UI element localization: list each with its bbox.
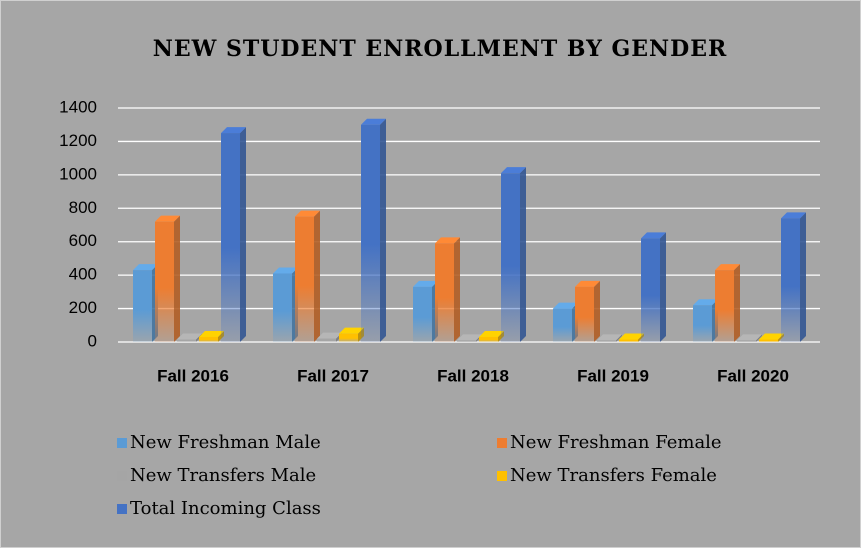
bar-top — [693, 299, 718, 306]
bar — [155, 221, 174, 342]
bar — [715, 270, 734, 342]
bar-side — [380, 118, 386, 342]
y-tick-label: 1400 — [59, 97, 97, 116]
x-tick-label: Fall 2016 — [157, 366, 229, 385]
bar — [553, 308, 572, 342]
bar — [317, 338, 336, 342]
bar-top — [413, 280, 438, 287]
bar-side — [616, 334, 622, 342]
bar-side — [520, 167, 526, 342]
bar-top — [759, 333, 784, 340]
bar-side — [800, 212, 806, 342]
bar-top — [619, 333, 644, 340]
bar-top — [221, 127, 246, 134]
bar-side — [174, 215, 180, 342]
bar-top — [457, 334, 482, 341]
bar-top — [597, 334, 622, 341]
x-tick-label: Fall 2020 — [717, 366, 789, 385]
legend-label: Total Incoming Class — [130, 498, 321, 519]
bar-side — [594, 280, 600, 342]
bar — [435, 243, 454, 342]
bar-side — [734, 264, 740, 342]
bar — [759, 339, 778, 342]
bar-top — [177, 333, 202, 340]
bar — [575, 286, 594, 342]
bar — [501, 173, 520, 342]
legend-swatch — [117, 504, 127, 514]
y-tick-label: 800 — [69, 198, 97, 217]
bar-top — [435, 237, 460, 244]
bar — [273, 273, 292, 342]
bar — [619, 339, 638, 342]
bar — [339, 333, 358, 342]
y-tick-label: 1200 — [59, 131, 97, 150]
bar — [199, 336, 218, 342]
bar-top — [317, 332, 342, 339]
bar-top — [501, 167, 526, 174]
bar — [221, 133, 240, 342]
bar — [361, 124, 380, 342]
bar-top — [199, 330, 224, 337]
x-tick-label: Fall 2019 — [577, 366, 649, 385]
bar-top — [737, 334, 762, 341]
bar-top — [273, 267, 298, 274]
legend-label: New Transfers Female — [510, 465, 717, 486]
bar — [641, 238, 660, 342]
legend-swatch — [117, 471, 127, 481]
legend-swatch — [497, 438, 507, 448]
bar-top — [553, 302, 578, 309]
bar-side — [756, 334, 762, 342]
bar-side — [454, 237, 460, 342]
y-tick-label: 1000 — [59, 164, 97, 183]
bar-top — [479, 330, 504, 337]
bar — [177, 339, 196, 342]
bar — [737, 340, 756, 342]
chart-title: NEW STUDENT ENROLLMENT BY GENDER — [153, 36, 728, 62]
bar-side — [314, 210, 320, 342]
bar-side — [240, 127, 246, 342]
bar — [597, 340, 616, 342]
bar-side — [660, 232, 666, 342]
bar — [479, 336, 498, 342]
x-tick-label: Fall 2018 — [437, 366, 509, 385]
bar — [133, 270, 152, 342]
y-tick-label: 200 — [69, 298, 97, 317]
bar-top — [295, 210, 320, 217]
legend-label: New Freshman Female — [510, 432, 722, 453]
bar-top — [641, 232, 666, 239]
bar — [781, 218, 800, 342]
y-tick-label: 400 — [69, 265, 97, 284]
bar-top — [715, 264, 740, 271]
legend-label: New Transfers Male — [130, 465, 316, 486]
bar-top — [361, 118, 386, 125]
legend-label: New Freshman Male — [130, 432, 321, 453]
legend-swatch — [497, 471, 507, 481]
bar-top — [133, 264, 158, 271]
y-tick-label: 0 — [88, 331, 97, 350]
legend-swatch — [117, 438, 127, 448]
bar — [295, 216, 314, 342]
bar — [693, 305, 712, 342]
bar-top — [155, 215, 180, 222]
y-tick-label: 600 — [69, 231, 97, 250]
bar-top — [339, 327, 364, 334]
bar — [413, 286, 432, 342]
bar-top — [781, 212, 806, 219]
bar — [457, 340, 476, 342]
bar-top — [575, 280, 600, 287]
x-tick-label: Fall 2017 — [297, 366, 369, 385]
